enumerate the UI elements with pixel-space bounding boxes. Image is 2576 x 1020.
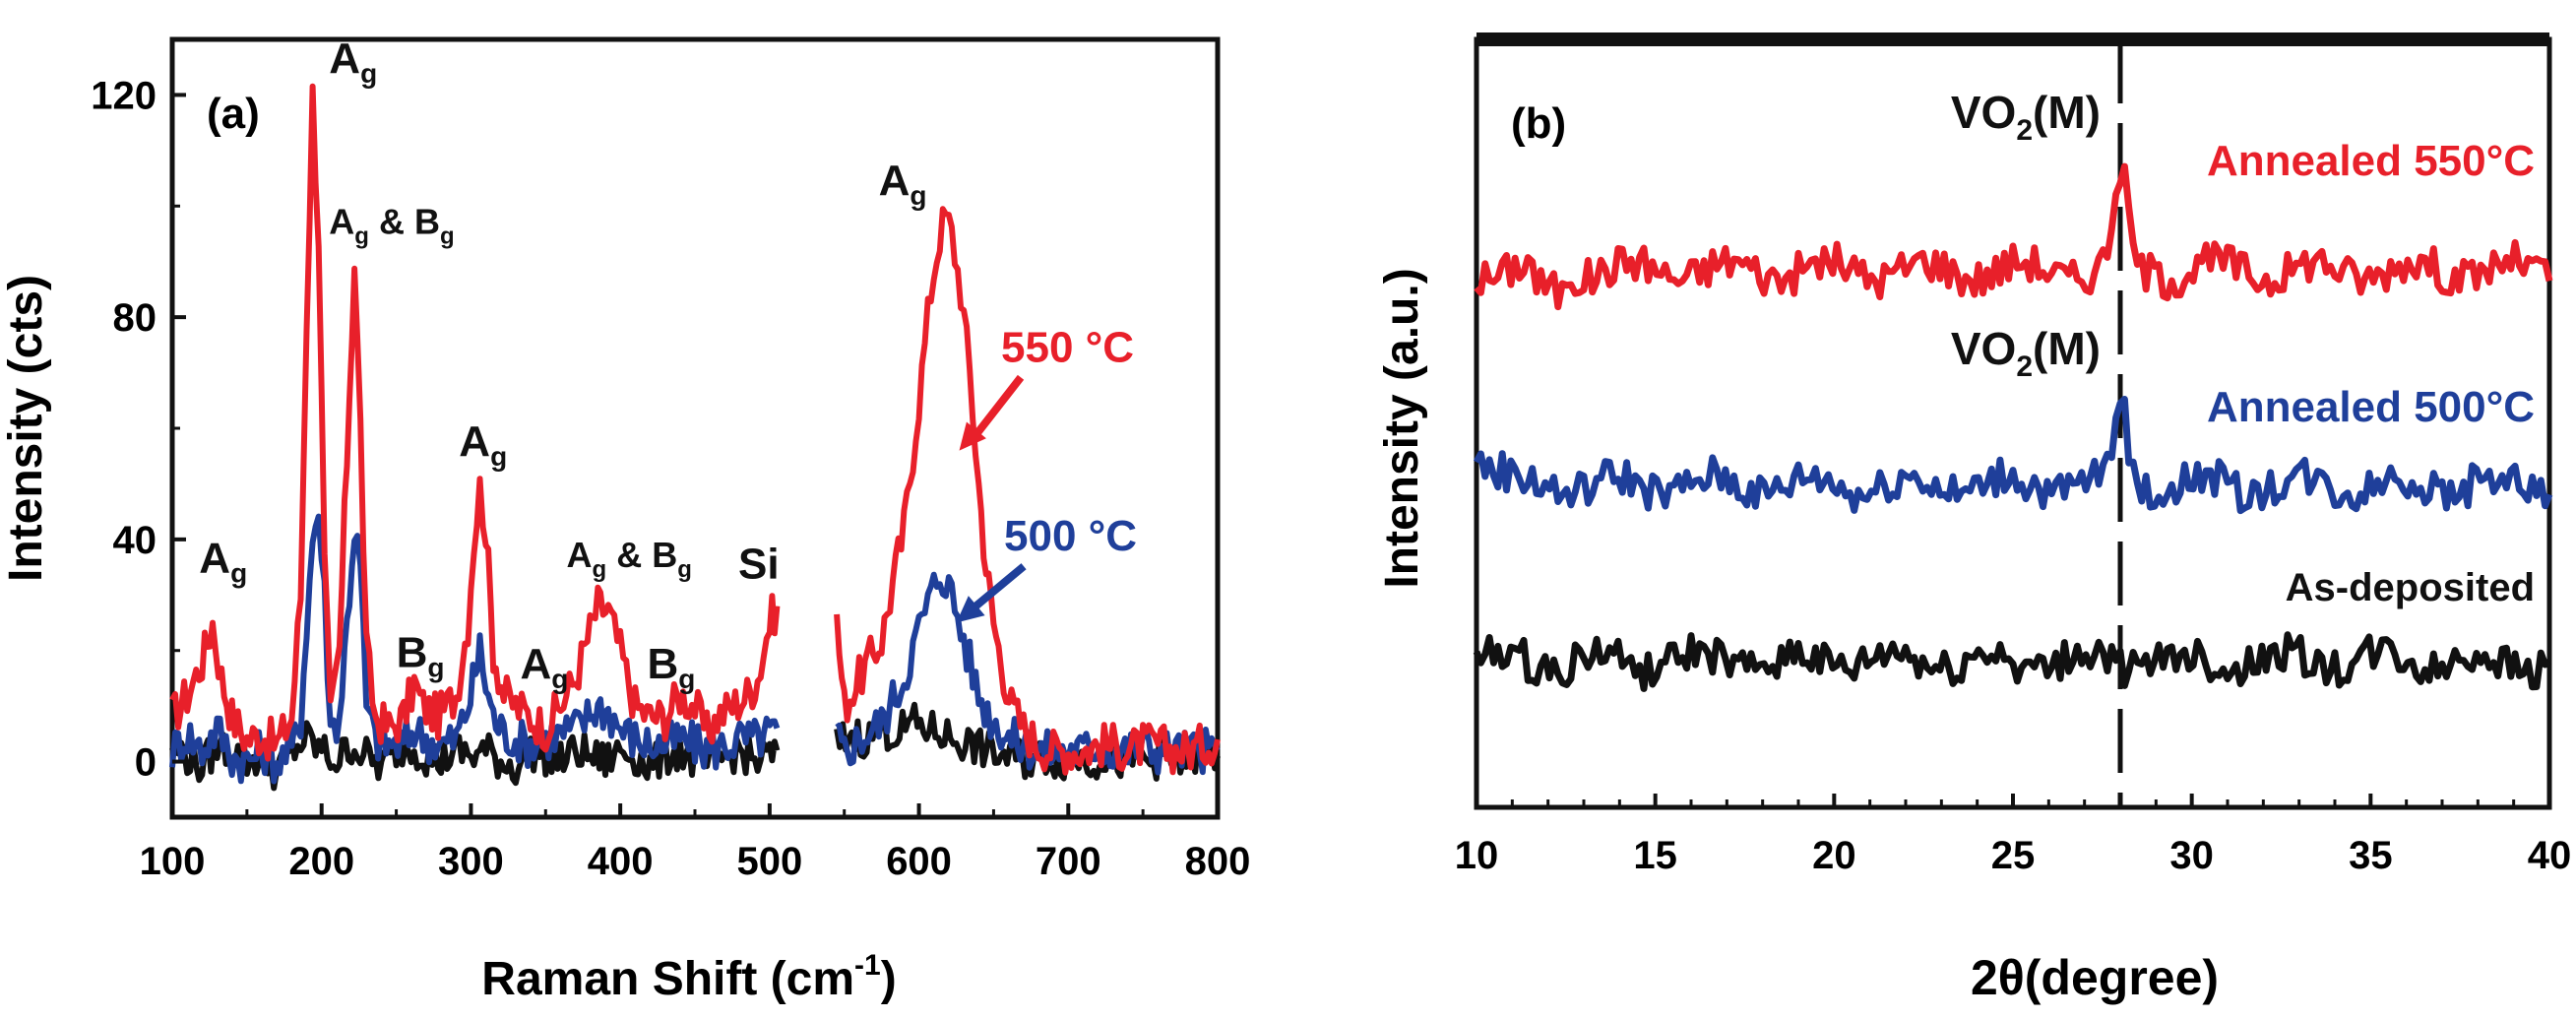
x-tick-label: 100 [140,840,206,883]
x-tick-label: 15 [1633,834,1677,877]
peak-annotation: Ag [199,535,247,589]
panel-a-x-label: Raman Shift (cm-1) [481,949,896,1005]
x-tick-label: 30 [2169,834,2214,877]
peak-annotation: Si [738,540,780,588]
series-line-500-c-1 [169,513,781,785]
xrd-pattern-0 [1474,162,2553,311]
panel-b-series-labels: Annealed 550°C Annealed 500°C As-deposited… [1951,87,2535,609]
panel-b-series [1473,162,2553,692]
peak-label: VO2(M) [1951,87,2101,147]
y-tick-label: 40 [113,519,157,562]
panel-a-tag: (a) [207,90,260,138]
xrd-pattern-2 [1473,631,2552,692]
xrd-pattern-1 [1473,396,2553,515]
panel-b-tag: (b) [1511,99,1566,148]
panel-b-y-label: Intensity (a.u.) [1376,268,1428,588]
y-tick-label: 120 [91,74,157,117]
series-line-500-c-2 [835,571,1221,776]
x-tick-label: 800 [1185,840,1251,883]
series-label: As-deposited [2286,566,2535,609]
y-tick-label: 0 [135,741,157,785]
x-tick-label: 500 [736,840,802,883]
series-arrow [970,374,1025,442]
panel-a-series [169,83,1221,792]
x-tick-label: 20 [1812,834,1856,877]
series-label: Annealed 550°C [2207,137,2535,185]
x-tick-label: 700 [1036,840,1101,883]
panel-b-x-ticks: 10 15 20 25 30 35 40 [1455,794,2572,877]
peak-annotation: Ag [879,157,927,211]
y-tick-label: 80 [113,296,157,340]
series-arrow [967,563,1027,614]
series-label: 550 °C [1001,323,1134,371]
panel-a-y-label: Intensity (cts) [0,275,52,582]
x-tick-label: 25 [1991,834,2036,877]
panel-a-y-ticks: 0 40 80 120 [91,74,186,785]
panel-a-annotations: Ag Ag Ag & Bg Bg Ag Ag Ag & Bg Bg Si Ag 550 °C 500 … [199,34,1137,694]
x-tick-label: 35 [2349,834,2393,877]
peak-annotation: Ag [520,640,568,694]
series-label: Annealed 500°C [2207,383,2535,431]
peak-annotation: Bg [647,640,695,694]
x-tick-label: 40 [2528,834,2572,877]
peak-annotation: Ag [329,34,377,89]
peak-annotation: Ag & Bg [329,202,454,250]
panel-b-x-label: 2θ(degree) [1971,950,2219,1005]
peak-annotation: Ag & Bg [567,535,692,583]
peak-annotation: Ag [459,417,507,472]
panel-a-x-ticks: 100 200 300 400 500 600 700 800 [140,803,1251,883]
x-tick-label: 600 [886,840,952,883]
x-tick-label: 300 [438,840,504,883]
series-line-550-c-1 [169,83,781,762]
series-label: 500 °C [1004,512,1137,560]
series-arrow-head [956,596,985,623]
x-tick-label: 10 [1455,834,1499,877]
series-line-550-c-2 [834,206,1221,776]
x-tick-label: 200 [288,840,354,883]
peak-label: VO2(M) [1951,323,2101,383]
peak-annotation: Bg [397,629,445,683]
panel-a-chart: (a) 100 200 300 400 500 600 700 800 0 40 80 120 Ag… [0,34,1250,1005]
x-tick-label: 400 [588,840,654,883]
series-arrow-head [959,421,986,451]
panel-b-chart: (b) 10 15 20 25 30 35 40 Annealed 550°CAnneale… [1376,32,2572,1005]
